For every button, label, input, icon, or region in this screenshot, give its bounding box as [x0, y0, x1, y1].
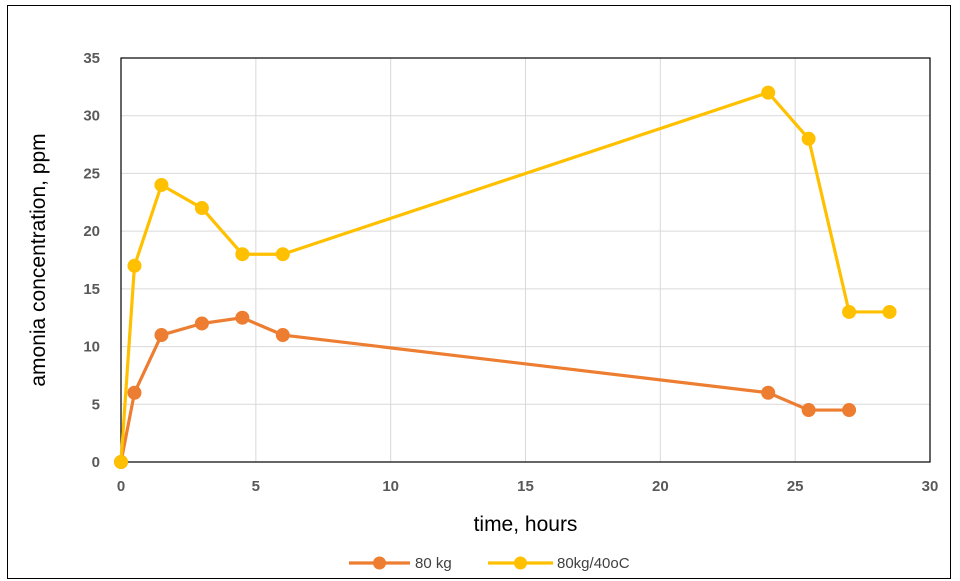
series-layer — [114, 85, 897, 469]
legend-marker — [514, 556, 527, 570]
data-point — [114, 455, 128, 469]
data-point — [801, 131, 816, 146]
x-tick-label: 5 — [252, 478, 260, 495]
legend: 80 kg 80kg/40oC — [349, 555, 630, 572]
tick-labels: 0 5 10 15 20 25 30 35 0 5 10 15 20 25 30 — [83, 50, 938, 495]
x-tick-label: 25 — [787, 478, 804, 495]
y-tick-label: 35 — [83, 50, 100, 67]
series-2 — [114, 85, 897, 469]
x-tick-label: 20 — [652, 478, 669, 495]
x-tick-label: 30 — [922, 478, 939, 495]
x-tick-label: 0 — [117, 478, 125, 495]
data-point — [194, 316, 209, 331]
chart-frame — [7, 5, 951, 579]
axes — [120, 57, 931, 463]
data-point — [842, 304, 857, 319]
data-point — [882, 304, 897, 319]
legend-label: 80kg/40oC — [557, 555, 630, 572]
y-tick-label: 0 — [92, 454, 100, 471]
x-tick-label: 15 — [517, 478, 534, 495]
legend-marker — [373, 556, 386, 570]
series-1 — [114, 310, 857, 469]
y-tick-label: 5 — [92, 396, 100, 413]
data-point — [801, 403, 816, 418]
legend-entry: 80kg/40oC — [488, 555, 630, 572]
y-tick-label: 25 — [83, 165, 100, 182]
data-point — [154, 177, 169, 192]
plot-area-border — [120, 57, 931, 463]
data-point — [761, 85, 776, 100]
legend-entry: 80 kg — [349, 555, 452, 572]
data-point — [194, 201, 209, 216]
data-point — [761, 385, 776, 400]
data-point — [275, 247, 290, 262]
data-point — [235, 310, 250, 325]
x-axis-title: time, hours — [474, 513, 578, 536]
legend-label: 80 kg — [415, 555, 452, 572]
data-point — [842, 403, 857, 418]
data-point — [154, 328, 169, 343]
series-line — [119, 91, 890, 463]
data-point — [235, 247, 250, 262]
y-axis-title: amonia concentration, ppm — [27, 133, 50, 386]
x-tick-label: 10 — [382, 478, 399, 495]
data-point — [127, 385, 142, 400]
y-tick-label: 30 — [83, 108, 100, 125]
y-tick-label: 15 — [83, 281, 100, 298]
series-line — [119, 316, 850, 463]
y-tick-label: 20 — [83, 223, 100, 240]
data-point — [275, 328, 290, 343]
data-point — [127, 258, 142, 273]
y-tick-label: 10 — [83, 339, 100, 356]
